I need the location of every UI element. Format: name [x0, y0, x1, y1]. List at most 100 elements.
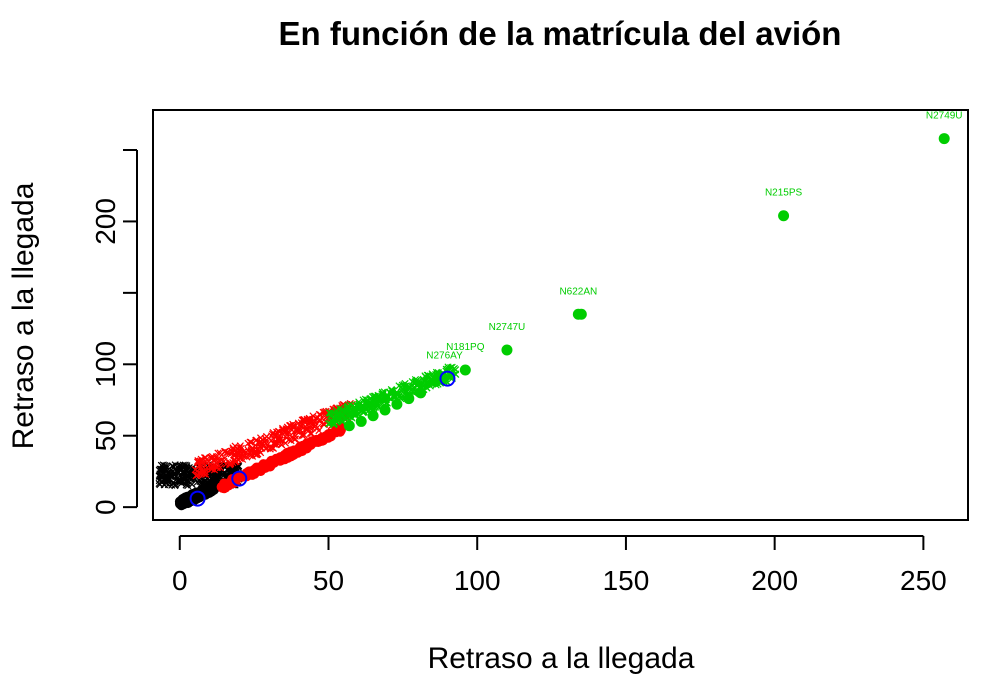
band-point — [312, 414, 320, 422]
band-point — [248, 452, 257, 460]
band-point — [253, 450, 261, 459]
data-point — [938, 133, 950, 145]
band-point — [331, 410, 339, 418]
band-point — [214, 455, 222, 463]
band-point — [298, 416, 306, 424]
plot-frame — [152, 109, 969, 521]
band-point — [262, 445, 270, 453]
data-point — [403, 393, 415, 405]
band-point — [233, 449, 242, 458]
point-label: N2747U — [489, 322, 526, 333]
band-point — [394, 390, 403, 398]
x-axis: 0 50 100 150 200 250 — [172, 535, 947, 596]
band-point — [228, 447, 236, 455]
band-point — [188, 470, 196, 478]
band-point — [183, 476, 192, 484]
point-label: N215PS — [765, 188, 803, 199]
band-point — [291, 432, 299, 440]
band-point — [172, 468, 181, 476]
data-point — [355, 415, 367, 427]
series-1-blue — [189, 370, 456, 507]
x-tick-label: 150 — [603, 565, 650, 596]
y-axis: 0 50 100 200 — [90, 149, 138, 515]
band-point — [216, 449, 224, 457]
band-point — [223, 448, 231, 457]
band-point — [346, 410, 354, 418]
band-point — [268, 430, 277, 438]
band-point — [214, 449, 222, 457]
band-point — [248, 444, 256, 453]
y-tick-label: 50 — [90, 420, 121, 451]
highlight-point — [189, 490, 206, 507]
band-point — [255, 439, 264, 448]
band-point — [305, 414, 313, 423]
band-point — [181, 468, 190, 477]
band-point — [398, 383, 406, 391]
band-point — [274, 427, 283, 436]
band-point — [378, 396, 387, 404]
x-tick-label: 250 — [900, 565, 947, 596]
band-point — [190, 493, 201, 504]
band-point — [219, 472, 227, 480]
band-point — [309, 412, 317, 420]
data-point — [379, 404, 391, 416]
band-point — [387, 385, 395, 394]
band-point — [447, 364, 455, 372]
band-point — [297, 426, 305, 434]
band-point — [306, 424, 314, 432]
y-tick-label: 100 — [90, 341, 121, 388]
band-point — [155, 479, 163, 488]
band-point — [388, 387, 396, 395]
band-point — [290, 421, 298, 430]
band-point — [170, 463, 178, 471]
band-point — [325, 409, 333, 417]
band-point — [176, 477, 185, 486]
band-point — [443, 377, 451, 386]
band-point — [378, 388, 387, 396]
band-point — [445, 372, 453, 381]
band-point — [404, 386, 412, 394]
data-marks — [155, 133, 950, 511]
band-point — [279, 426, 287, 434]
band-point — [266, 455, 277, 466]
band-point — [234, 455, 242, 464]
band-point — [273, 428, 281, 436]
band-point — [315, 426, 323, 435]
band-point — [220, 447, 229, 456]
band-point — [211, 455, 219, 463]
data-point — [415, 387, 427, 399]
band-point — [274, 439, 282, 447]
band-point — [163, 476, 171, 484]
band-point — [246, 452, 254, 460]
band-point — [313, 435, 324, 446]
band-point — [258, 460, 269, 471]
point-label: N622AN — [559, 286, 597, 297]
band-point — [207, 465, 215, 473]
x-tick-label: 100 — [454, 565, 501, 596]
x-tick-label: 0 — [172, 565, 188, 596]
band-point — [308, 424, 317, 432]
y-tick-label: 200 — [90, 198, 121, 245]
band-point — [196, 457, 204, 465]
series-0-green — [343, 133, 950, 432]
band-point — [419, 375, 427, 383]
band-point — [334, 416, 342, 425]
band-point — [324, 420, 333, 428]
band-point — [359, 396, 367, 404]
point-label: N181PQ — [446, 342, 485, 353]
x-axis-label: Retraso a la llegada — [428, 642, 695, 675]
band-point — [201, 468, 209, 476]
data-point — [430, 375, 442, 387]
x-tick-label: 200 — [751, 565, 798, 596]
band-point — [202, 454, 210, 462]
x-tick-label: 50 — [313, 565, 344, 596]
band-point — [333, 415, 341, 423]
band-point — [155, 472, 163, 480]
y-tick-label: 0 — [90, 499, 121, 515]
band-point — [451, 366, 460, 374]
band-point — [262, 437, 270, 445]
data-point — [575, 308, 587, 320]
band-point — [240, 452, 248, 461]
band-3-red-dot — [216, 421, 347, 494]
